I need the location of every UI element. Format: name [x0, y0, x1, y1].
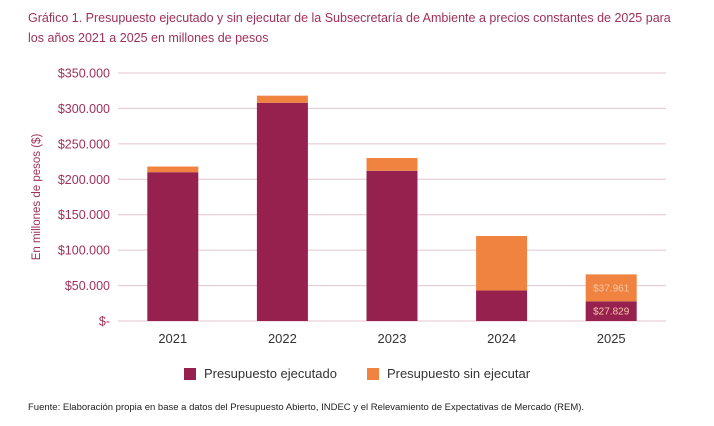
y-tick-label: $50.000 — [65, 279, 110, 293]
y-tick-label: $- — [99, 315, 110, 329]
chart-title-line-1: Gráfico 1. Presupuesto ejecutado y sin e… — [28, 11, 671, 25]
legend-label-ejecutado: Presupuesto ejecutado — [203, 366, 337, 381]
x-tick-label: 2023 — [378, 331, 407, 346]
y-axis-title: En millones de pesos ($) — [31, 134, 43, 261]
legend-item-sin-ejecutar: Presupuesto sin ejecutar — [366, 366, 531, 381]
bar-sin-ejecutar-2022 — [256, 95, 308, 103]
y-tick-label: $150.000 — [58, 208, 110, 222]
data-label: $37.961 — [593, 283, 630, 294]
chart-title: Gráfico 1. Presupuesto ejecutado y sin e… — [28, 8, 693, 48]
chart-legend: Presupuesto ejecutado Presupuesto sin ej… — [0, 366, 714, 381]
source-note: Fuente: Elaboración propia en base a dat… — [28, 402, 585, 413]
bar-ejecutado-2023 — [366, 170, 418, 321]
bar-ejecutado-2022 — [256, 102, 308, 321]
y-tick-label: $100.000 — [58, 244, 110, 258]
legend-label-sin-ejecutar: Presupuesto sin ejecutar — [386, 366, 531, 381]
x-tick-label: 2024 — [487, 331, 516, 346]
x-tick-label: 2022 — [268, 331, 297, 346]
bar-ejecutado-2025 — [585, 301, 637, 321]
y-tick-label: $200.000 — [58, 173, 110, 187]
bar-ejecutado-2021 — [147, 172, 199, 321]
x-tick-label: 2021 — [158, 331, 187, 346]
legend-item-ejecutado: Presupuesto ejecutado — [183, 366, 337, 381]
bar-sin-ejecutar-2025 — [585, 274, 637, 302]
x-tick-label: 2025 — [597, 331, 626, 346]
bar-sin-ejecutar-2023 — [366, 158, 418, 171]
bar-ejecutado-2024 — [476, 290, 528, 321]
y-tick-label: $350.000 — [58, 67, 110, 81]
bar-sin-ejecutar-2024 — [476, 235, 528, 291]
legend-swatch-ejecutado — [183, 367, 196, 380]
legend-swatch-sin-ejecutar — [366, 367, 379, 380]
bar-sin-ejecutar-2021 — [147, 166, 199, 173]
data-label: $27.829 — [593, 307, 630, 318]
chart-title-line-2: los años 2021 a 2025 en millones de peso… — [28, 31, 269, 45]
y-tick-label: $300.000 — [58, 102, 110, 116]
y-tick-label: $250.000 — [58, 137, 110, 151]
